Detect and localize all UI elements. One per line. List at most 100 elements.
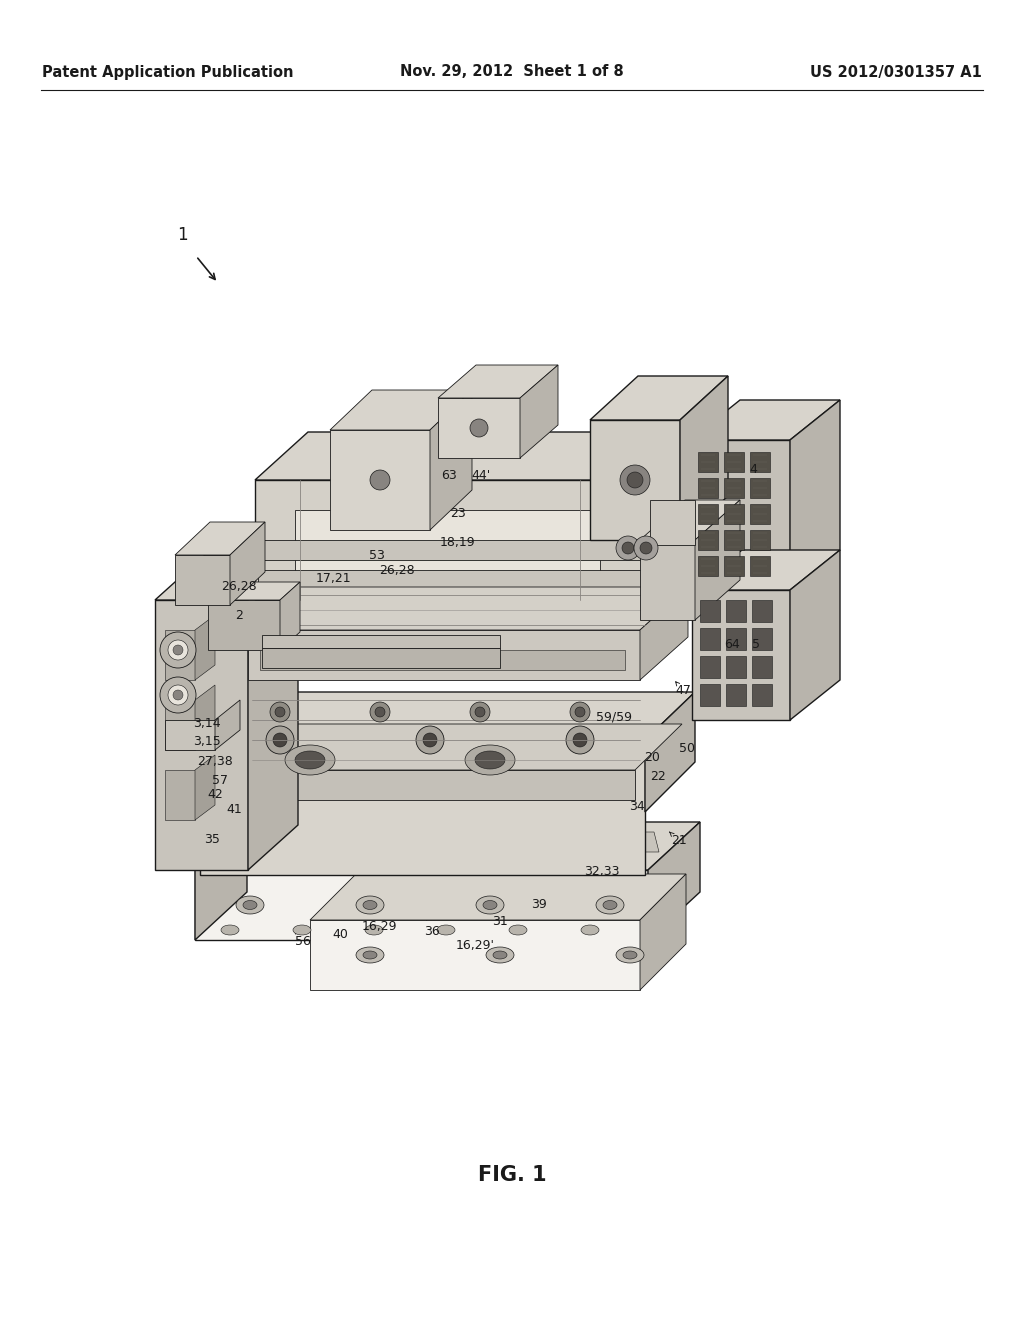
- Polygon shape: [724, 504, 744, 524]
- Polygon shape: [750, 478, 770, 498]
- Polygon shape: [752, 656, 772, 678]
- Polygon shape: [280, 582, 300, 649]
- Polygon shape: [690, 400, 840, 440]
- Polygon shape: [590, 376, 728, 420]
- Ellipse shape: [435, 842, 445, 847]
- Polygon shape: [752, 684, 772, 706]
- Polygon shape: [255, 432, 700, 480]
- Ellipse shape: [465, 744, 515, 775]
- Ellipse shape: [493, 950, 507, 960]
- Polygon shape: [165, 719, 215, 750]
- Text: 17,21: 17,21: [316, 572, 351, 585]
- Polygon shape: [208, 601, 280, 649]
- Ellipse shape: [295, 751, 325, 770]
- Polygon shape: [200, 692, 695, 741]
- Text: Nov. 29, 2012  Sheet 1 of 8: Nov. 29, 2012 Sheet 1 of 8: [400, 65, 624, 79]
- Polygon shape: [195, 822, 247, 940]
- Text: 23: 23: [450, 507, 466, 520]
- Ellipse shape: [596, 896, 624, 913]
- Circle shape: [570, 702, 590, 722]
- Polygon shape: [520, 366, 558, 458]
- Circle shape: [160, 677, 196, 713]
- Ellipse shape: [243, 900, 257, 909]
- Circle shape: [370, 702, 390, 722]
- Ellipse shape: [236, 896, 264, 913]
- Polygon shape: [692, 550, 840, 590]
- Text: 2: 2: [234, 609, 243, 622]
- Text: 26,28: 26,28: [380, 564, 415, 577]
- Circle shape: [173, 690, 183, 700]
- Circle shape: [370, 470, 390, 490]
- Polygon shape: [640, 540, 695, 620]
- Text: 26,28: 26,28: [221, 579, 256, 593]
- Circle shape: [622, 543, 634, 554]
- Polygon shape: [726, 656, 746, 678]
- Text: 44': 44': [472, 469, 490, 482]
- Ellipse shape: [295, 842, 305, 847]
- Circle shape: [423, 733, 437, 747]
- Text: 5: 5: [752, 638, 760, 651]
- Polygon shape: [208, 582, 300, 601]
- Polygon shape: [700, 628, 720, 649]
- Polygon shape: [165, 770, 195, 820]
- Polygon shape: [599, 832, 659, 851]
- Polygon shape: [695, 500, 740, 620]
- Polygon shape: [258, 570, 645, 590]
- Ellipse shape: [509, 925, 527, 935]
- Polygon shape: [590, 420, 680, 540]
- Polygon shape: [195, 685, 215, 750]
- Polygon shape: [255, 480, 648, 601]
- Polygon shape: [750, 531, 770, 550]
- Ellipse shape: [289, 840, 311, 851]
- Ellipse shape: [476, 896, 504, 913]
- Polygon shape: [690, 440, 790, 590]
- Ellipse shape: [616, 946, 644, 964]
- Ellipse shape: [581, 925, 599, 935]
- Polygon shape: [230, 521, 265, 605]
- Polygon shape: [248, 587, 688, 630]
- Circle shape: [168, 640, 188, 660]
- Polygon shape: [650, 500, 695, 545]
- Circle shape: [173, 645, 183, 655]
- Circle shape: [566, 726, 594, 754]
- Ellipse shape: [486, 946, 514, 964]
- Polygon shape: [262, 648, 500, 668]
- Polygon shape: [640, 874, 686, 990]
- Polygon shape: [427, 832, 487, 851]
- Polygon shape: [210, 770, 635, 800]
- Polygon shape: [310, 920, 640, 990]
- Polygon shape: [260, 649, 625, 671]
- Polygon shape: [726, 601, 746, 622]
- Polygon shape: [752, 628, 772, 649]
- Circle shape: [160, 632, 196, 668]
- Text: 47: 47: [675, 684, 691, 697]
- Ellipse shape: [356, 946, 384, 964]
- Text: FIG. 1: FIG. 1: [477, 1166, 547, 1185]
- Text: 40: 40: [332, 928, 348, 941]
- Ellipse shape: [221, 925, 239, 935]
- Polygon shape: [724, 556, 744, 576]
- Text: 20: 20: [644, 751, 660, 764]
- Polygon shape: [698, 451, 718, 473]
- Circle shape: [634, 536, 658, 560]
- Polygon shape: [790, 400, 840, 590]
- Ellipse shape: [293, 925, 311, 935]
- Text: 31: 31: [492, 915, 508, 928]
- Polygon shape: [430, 389, 472, 531]
- Ellipse shape: [575, 842, 585, 847]
- Polygon shape: [195, 755, 215, 820]
- Polygon shape: [724, 478, 744, 498]
- Text: 41: 41: [226, 803, 243, 816]
- Text: 50: 50: [679, 742, 695, 755]
- Polygon shape: [262, 635, 500, 648]
- Polygon shape: [790, 550, 840, 719]
- Polygon shape: [726, 628, 746, 649]
- Polygon shape: [750, 504, 770, 524]
- Polygon shape: [295, 510, 600, 590]
- Polygon shape: [210, 723, 682, 770]
- Polygon shape: [310, 874, 686, 920]
- Polygon shape: [438, 399, 520, 458]
- Polygon shape: [258, 540, 645, 560]
- Polygon shape: [648, 822, 700, 940]
- Polygon shape: [698, 556, 718, 576]
